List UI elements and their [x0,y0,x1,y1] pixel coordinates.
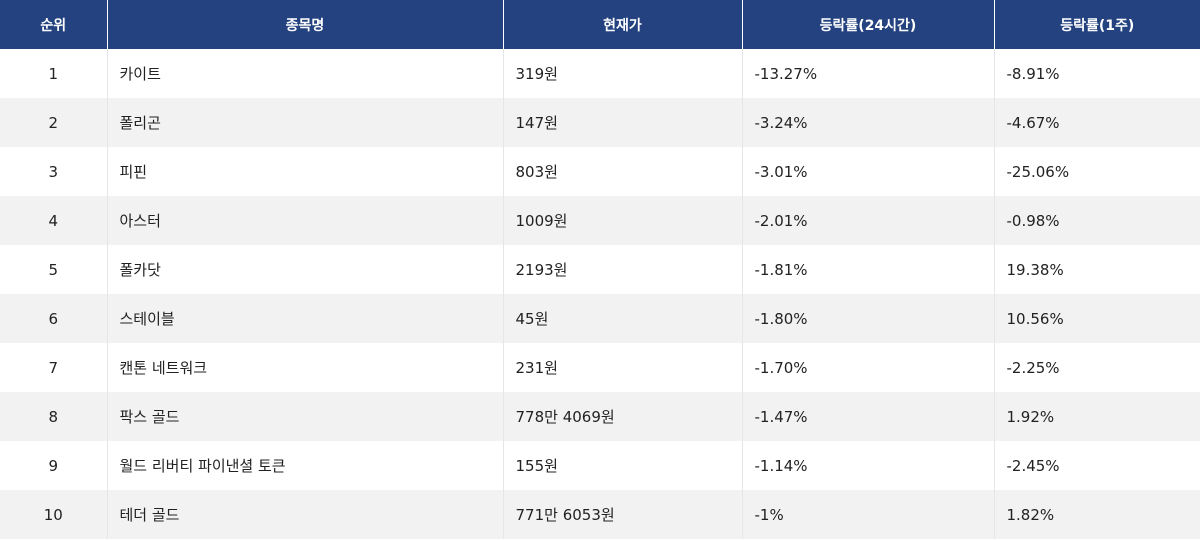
table-header-row: 순위 종목명 현재가 등락률(24시간) 등락률(1주) [0,0,1200,49]
change-1w-cell: -25.06% [994,147,1200,196]
name-cell: 팍스 골드 [107,392,504,441]
rank-cell: 3 [0,147,108,196]
name-cell: 스테이블 [107,294,504,343]
change-1w-cell: -2.25% [994,343,1200,392]
change-24h-cell: -3.01% [742,147,995,196]
table-row: 4 아스터 1009원 -2.01% -0.98% [0,196,1200,245]
table-row: 2 폴리곤 147원 -3.24% -4.67% [0,98,1200,147]
table-row: 7 캔톤 네트워크 231원 -1.70% -2.25% [0,343,1200,392]
rank-cell: 4 [0,196,108,245]
price-cell: 319원 [503,49,743,98]
table-row: 3 피핀 803원 -3.01% -25.06% [0,147,1200,196]
table-row: 9 월드 리버티 파이낸셜 토큰 155원 -1.14% -2.45% [0,441,1200,490]
change-24h-cell: -1.70% [742,343,995,392]
rank-cell: 6 [0,294,108,343]
change-24h-cell: -13.27% [742,49,995,98]
table-row: 6 스테이블 45원 -1.80% 10.56% [0,294,1200,343]
change-24h-cell: -1% [742,490,995,539]
table-row: 5 폴카닷 2193원 -1.81% 19.38% [0,245,1200,294]
rank-cell: 7 [0,343,108,392]
price-cell: 45원 [503,294,743,343]
header-price: 현재가 [503,0,743,49]
change-1w-cell: -0.98% [994,196,1200,245]
header-rank: 순위 [0,0,108,49]
price-cell: 231원 [503,343,743,392]
price-cell: 2193원 [503,245,743,294]
change-1w-cell: 1.92% [994,392,1200,441]
change-1w-cell: 1.82% [994,490,1200,539]
change-24h-cell: -1.47% [742,392,995,441]
change-24h-cell: -3.24% [742,98,995,147]
name-cell: 캔톤 네트워크 [107,343,504,392]
price-cell: 155원 [503,441,743,490]
change-24h-cell: -1.14% [742,441,995,490]
header-change-1w: 등락률(1주) [994,0,1200,49]
change-1w-cell: -2.45% [994,441,1200,490]
price-cell: 778만 4069원 [503,392,743,441]
rank-cell: 1 [0,49,108,98]
name-cell: 아스터 [107,196,504,245]
price-cell: 771만 6053원 [503,490,743,539]
rank-cell: 8 [0,392,108,441]
table-row: 8 팍스 골드 778만 4069원 -1.47% 1.92% [0,392,1200,441]
name-cell: 폴리곤 [107,98,504,147]
price-cell: 1009원 [503,196,743,245]
table-row: 10 테더 골드 771만 6053원 -1% 1.82% [0,490,1200,539]
change-1w-cell: 10.56% [994,294,1200,343]
price-cell: 803원 [503,147,743,196]
change-24h-cell: -2.01% [742,196,995,245]
name-cell: 카이트 [107,49,504,98]
rank-cell: 9 [0,441,108,490]
name-cell: 테더 골드 [107,490,504,539]
change-1w-cell: 19.38% [994,245,1200,294]
header-change-24h: 등락률(24시간) [742,0,995,49]
header-name: 종목명 [107,0,504,49]
table-row: 1 카이트 319원 -13.27% -8.91% [0,49,1200,98]
rank-cell: 10 [0,490,108,539]
change-1w-cell: -8.91% [994,49,1200,98]
change-24h-cell: -1.80% [742,294,995,343]
name-cell: 월드 리버티 파이낸셜 토큰 [107,441,504,490]
price-cell: 147원 [503,98,743,147]
rank-cell: 5 [0,245,108,294]
change-24h-cell: -1.81% [742,245,995,294]
name-cell: 폴카닷 [107,245,504,294]
name-cell: 피핀 [107,147,504,196]
rank-cell: 2 [0,98,108,147]
change-1w-cell: -4.67% [994,98,1200,147]
